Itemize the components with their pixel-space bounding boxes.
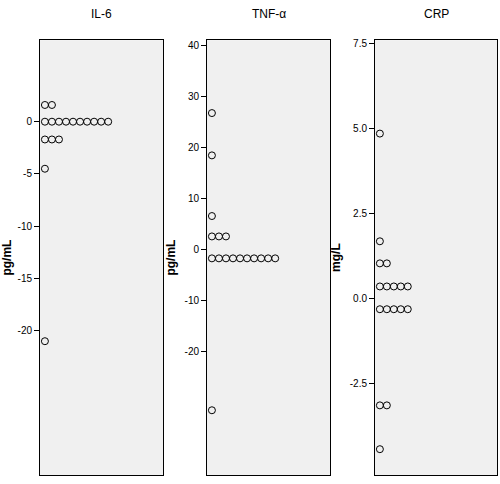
svg-text:CRP: CRP	[424, 7, 449, 21]
svg-text:20: 20	[188, 142, 200, 153]
svg-text:pg/mL: pg/mL	[0, 240, 14, 276]
svg-text:-2.5: -2.5	[350, 378, 368, 389]
svg-text:-20: -20	[185, 346, 200, 357]
svg-text:pg/mL: pg/mL	[164, 240, 178, 276]
svg-text:10: 10	[188, 193, 200, 204]
svg-text:2.5: 2.5	[353, 208, 367, 219]
svg-text:0.0: 0.0	[353, 293, 367, 304]
svg-text:40: 40	[188, 40, 200, 51]
svg-text:7.5: 7.5	[353, 38, 367, 49]
svg-text:0: 0	[193, 244, 199, 255]
svg-text:TNF-α: TNF-α	[252, 7, 286, 21]
svg-text:mg/L: mg/L	[329, 243, 343, 272]
svg-text:-10: -10	[18, 221, 33, 232]
svg-text:-10: -10	[185, 295, 200, 306]
svg-text:-15: -15	[18, 273, 33, 284]
svg-text:0: 0	[26, 116, 32, 127]
svg-text:-5: -5	[23, 168, 32, 179]
svg-text:30: 30	[188, 91, 200, 102]
svg-text:IL-6: IL-6	[91, 7, 112, 21]
svg-text:5.0: 5.0	[353, 123, 367, 134]
svg-text:-20: -20	[18, 325, 33, 336]
